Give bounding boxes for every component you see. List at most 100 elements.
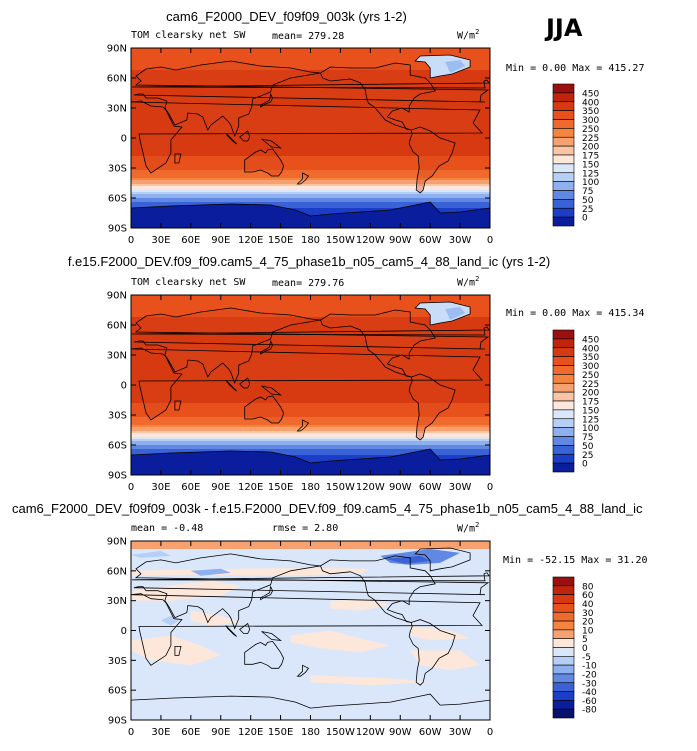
zonal-band: [131, 447, 490, 450]
zonal-band: [131, 142, 490, 145]
zonal-band: [131, 319, 490, 322]
colorbar-box: [552, 418, 575, 428]
coastline: [408, 126, 456, 194]
zonal-band: [131, 204, 490, 207]
panel-2-map: [131, 295, 490, 475]
zonal-band: [131, 405, 490, 408]
zonal-band: [131, 431, 490, 434]
colorbar-label: 5: [582, 635, 588, 645]
zonal-band: [131, 150, 490, 153]
zonal-band: [131, 62, 490, 65]
diff-positive-region: [290, 630, 391, 653]
colorbar-label: 80: [582, 582, 594, 592]
coastline: [408, 619, 456, 686]
zonal-band: [131, 102, 490, 105]
panel-1-units: W/m2: [457, 28, 480, 42]
zonal-band: [131, 349, 490, 352]
zonal-band: [131, 411, 490, 414]
zonal-band: [131, 439, 490, 442]
coastline: [225, 132, 237, 145]
diff-negative-region: [190, 568, 231, 576]
lat-label: 0: [121, 134, 127, 145]
lat-label: 60S: [108, 686, 127, 697]
coastline: [320, 309, 436, 378]
colorbar-box: [552, 181, 575, 191]
colorbar-box: [552, 708, 575, 719]
zonal-band: [131, 311, 490, 314]
coastline: [133, 553, 490, 630]
colorbar-label: -80: [582, 706, 597, 716]
panel-3-rmse: rmse = 2.80: [272, 523, 339, 534]
zonal-band: [131, 429, 490, 432]
zonal-band: [131, 305, 490, 308]
colorbar-label: 100: [582, 424, 599, 434]
land-patch: [409, 127, 456, 193]
zonal-band: [131, 443, 490, 446]
zonal-band: [131, 100, 490, 103]
colorbar-box: [552, 409, 575, 420]
lon-label: 30E: [151, 727, 170, 738]
lon-label: 150W: [326, 727, 355, 738]
colorbar-box: [552, 620, 575, 631]
zonal-band: [131, 166, 490, 169]
zonal-band: [131, 160, 490, 163]
zonal-band: [131, 214, 490, 217]
zonal-band: [131, 377, 490, 380]
colorbar-box: [552, 629, 575, 639]
antarctica-patch: [131, 202, 490, 228]
diff-positive-region: [131, 567, 371, 576]
zonal-band: [131, 357, 490, 360]
coastline: [133, 307, 490, 385]
colorbar-box: [552, 154, 575, 165]
colorbar-label: 75: [582, 433, 593, 443]
lat-label: 30N: [107, 104, 127, 115]
zonal-band: [131, 208, 490, 211]
colorbar-box: [552, 190, 575, 200]
season-label: JJA: [546, 14, 583, 42]
lon-label: 120E: [238, 482, 263, 493]
colorbar-box: [552, 347, 575, 357]
coastline: [244, 640, 285, 669]
zonal-band: [131, 437, 490, 440]
zonal-band: [131, 461, 490, 464]
colorbar-label: 0: [582, 644, 588, 654]
colorbar-box: [552, 682, 575, 692]
coastline: [174, 646, 182, 656]
colorbar-label: 400: [582, 344, 599, 354]
zonal-band: [131, 128, 490, 131]
zonal-band: [131, 162, 490, 165]
colorbar-label: 50: [582, 196, 594, 206]
colorbar-box: [552, 691, 575, 701]
zonal-band: [131, 303, 490, 306]
panel-1-map: [131, 48, 490, 228]
colorbar-box: [552, 445, 575, 455]
colorbar-box: [552, 329, 575, 340]
lat-label: 60S: [108, 194, 127, 205]
zonal-band: [131, 459, 490, 462]
zonal-band: [131, 391, 490, 394]
land-patch: [409, 374, 456, 440]
lon-label: 120W: [356, 235, 385, 246]
zonal-band: [131, 200, 490, 203]
zonal-band: [131, 315, 490, 318]
lon-label: 90W: [389, 235, 412, 246]
zonal-band: [131, 80, 490, 83]
diff-positive-region: [131, 635, 221, 666]
colorbar-box: [552, 128, 575, 138]
zonal-band: [131, 455, 490, 458]
lat-label: 90S: [108, 471, 127, 482]
zonal-band: [131, 164, 490, 167]
zonal-band: [131, 188, 490, 191]
colorbar-box: [552, 163, 575, 174]
zonal-band: [131, 186, 490, 189]
colorbar-label: 60: [582, 591, 594, 601]
coastline: [244, 395, 285, 424]
zonal-band: [131, 184, 490, 187]
colorbar-label: 400: [582, 98, 599, 108]
colorbar-label: -10: [582, 662, 597, 672]
panel-2-mean: mean= 279.76: [272, 278, 345, 289]
zonal-band: [131, 72, 490, 75]
zonal-band: [131, 136, 490, 139]
panel-2-variable: TOM clearsky net SW: [131, 277, 246, 288]
coastline: [131, 326, 490, 336]
